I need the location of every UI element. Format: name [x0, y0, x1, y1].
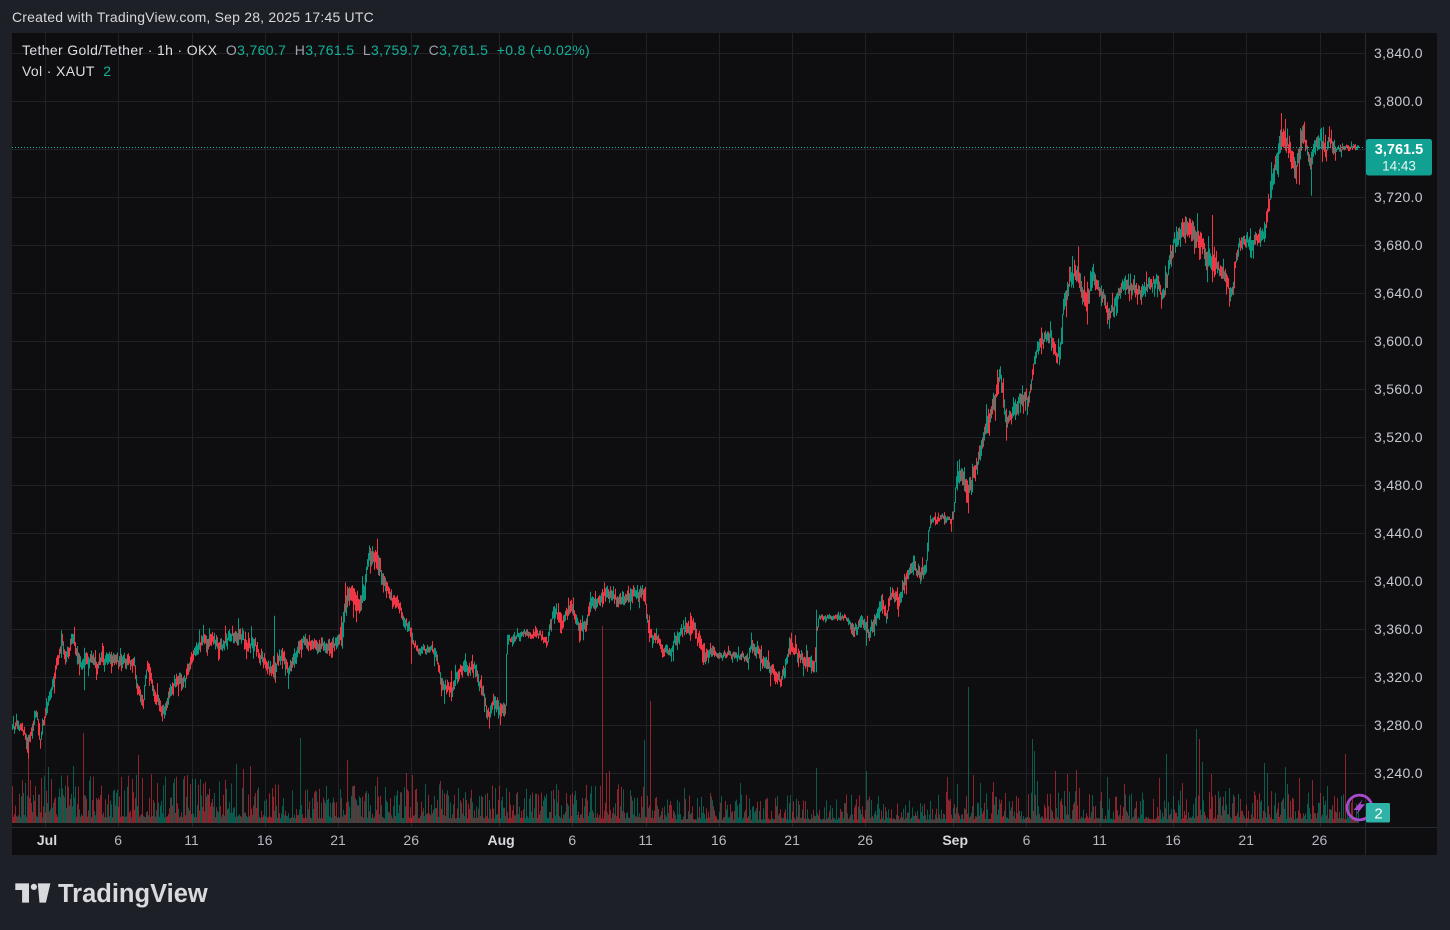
svg-text:Created with TradingView.com,: Created with TradingView.com, Sep 28, 20… — [12, 9, 374, 25]
svg-text:14:43: 14:43 — [1382, 159, 1416, 174]
svg-text:3,320.0: 3,320.0 — [1374, 669, 1423, 685]
svg-text:6: 6 — [114, 832, 122, 848]
svg-text:3,840.0: 3,840.0 — [1374, 45, 1423, 61]
svg-text:11: 11 — [638, 832, 653, 848]
svg-text:11: 11 — [184, 832, 199, 848]
svg-text:11: 11 — [1092, 832, 1107, 848]
svg-text:26: 26 — [858, 832, 874, 848]
svg-text:3,761.5: 3,761.5 — [1375, 142, 1423, 158]
svg-text:26: 26 — [1312, 832, 1328, 848]
svg-text:3,640.0: 3,640.0 — [1374, 285, 1423, 301]
svg-text:16: 16 — [257, 832, 273, 848]
svg-text:3,280.0: 3,280.0 — [1374, 717, 1423, 733]
svg-text:6: 6 — [568, 832, 576, 848]
svg-text:Jul: Jul — [37, 832, 57, 848]
svg-text:3,360.0: 3,360.0 — [1374, 621, 1423, 637]
svg-text:21: 21 — [330, 832, 346, 848]
svg-text:16: 16 — [711, 832, 727, 848]
svg-text:3,800.0: 3,800.0 — [1374, 93, 1423, 109]
svg-text:3,600.0: 3,600.0 — [1374, 333, 1423, 349]
svg-text:3,400.0: 3,400.0 — [1374, 573, 1423, 589]
svg-text:3,720.0: 3,720.0 — [1374, 189, 1423, 205]
svg-text:21: 21 — [784, 832, 800, 848]
svg-text:3,560.0: 3,560.0 — [1374, 381, 1423, 397]
svg-text:Sep: Sep — [942, 832, 968, 848]
svg-text:Vol · XAUT 2: Vol · XAUT 2 — [22, 63, 111, 79]
svg-text:3,680.0: 3,680.0 — [1374, 237, 1423, 253]
svg-text:3,440.0: 3,440.0 — [1374, 525, 1423, 541]
svg-text:16: 16 — [1165, 832, 1181, 848]
svg-text:2: 2 — [1374, 806, 1382, 823]
svg-text:Tether Gold/Tether · 1h · OKX: Tether Gold/Tether · 1h · OKX O3,760.7 H… — [22, 42, 590, 58]
svg-text:TradingView: TradingView — [58, 880, 208, 908]
svg-text:3,240.0: 3,240.0 — [1374, 765, 1423, 781]
svg-text:3,480.0: 3,480.0 — [1374, 477, 1423, 493]
svg-text:21: 21 — [1238, 832, 1254, 848]
svg-text:6: 6 — [1023, 832, 1031, 848]
svg-text:26: 26 — [403, 832, 419, 848]
svg-text:Aug: Aug — [487, 832, 514, 848]
svg-text:3,520.0: 3,520.0 — [1374, 429, 1423, 445]
